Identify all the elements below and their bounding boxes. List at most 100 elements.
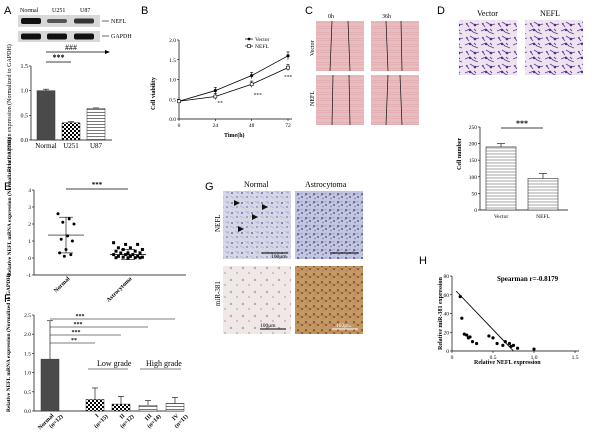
chart-e-point-astro-10 [138, 251, 142, 255]
chart-a-bar-1 [61, 122, 81, 141]
chart-e-point-normal-1 [67, 217, 71, 221]
panel-label-f: F [4, 293, 11, 305]
chart-e-point-astro-1 [124, 242, 128, 246]
panel-label-a: A [4, 5, 12, 17]
chart-e-point-astro-7 [133, 249, 137, 253]
chart-e-ytick-label-0: -1 [26, 273, 31, 279]
chart-e-xtick-label-1: Astrocytoma [106, 276, 133, 303]
chart-b-sig-label-0: ** [217, 100, 223, 106]
chart-h-point-11 [501, 343, 505, 347]
row-label-nefl: NEFL [310, 91, 316, 106]
chart-f-xtick-label-2: II(n=12) [115, 409, 136, 430]
chart-e-ytick-label-2: 1 [28, 239, 31, 245]
row-label-nefl-ihc: NEFL [214, 215, 222, 233]
chart-e-point-astro-20 [133, 256, 137, 260]
chart-e-point-astro-17 [128, 254, 132, 258]
chart-d-ytick-label-4: 200 [469, 142, 478, 148]
panel-g: G Normal Astrocytoma NEFL miR-381 100μm … [205, 180, 363, 334]
scale-bar-label-2: 100μm [260, 323, 276, 329]
row-label-vector: Vector [310, 40, 316, 56]
chart-h-point-7 [475, 341, 479, 346]
chart-h-ytick-label-0: 0 [446, 349, 449, 355]
chart-h-ytick-label-4: 80 [444, 274, 450, 280]
blot-band-nefl-normal [21, 18, 41, 24]
chart-h-point-17 [532, 347, 536, 351]
chart-b-xtick-label-0: 0 [178, 123, 181, 129]
chart-d-ytick-label-2: 100 [469, 175, 478, 181]
column-label-nefl: NEFL [540, 9, 560, 18]
chart-f-sig-label-3: *** [76, 314, 85, 320]
chart-f-xtick-label-4: IV(n=11) [169, 409, 190, 430]
chart-h-point-2 [462, 332, 466, 336]
wound-image-vector-0h [316, 21, 364, 71]
lane-label-normal: Normal [20, 8, 39, 14]
y-axis-label-d: Cell number [457, 137, 463, 170]
chart-a-sig-label-1: *** [53, 53, 65, 62]
chart-f-ytick-label-3: 1.5 [24, 351, 31, 357]
chart-e-point-normal-10 [62, 254, 66, 258]
panel-h: H 0 20 40 60 80 0 0.5 1.0 1.5 Relative miR-381 e… [419, 255, 579, 366]
chart-h-point-12 [503, 340, 507, 344]
chart-e-sig-label: *** [92, 181, 103, 189]
spearman-annotation: Spearman r=-0.8179 [497, 275, 559, 283]
chart-e-ytick-label-1: 0 [28, 256, 31, 262]
scale-bar-label-3: 100μm [336, 323, 352, 329]
blot-band-gapdh-u87 [74, 33, 94, 40]
chart-f-xtick-label-0: Normal(n=12) [37, 409, 64, 436]
y-axis-label-f: Relative NEFL mRNA expression (Normalize… [5, 274, 12, 412]
wound-image-nefl-36h [371, 75, 419, 125]
blot-band-gapdh-normal [21, 33, 41, 40]
chart-e-point-astro-0 [112, 241, 116, 245]
chart-f-xtick-label-1: I(n=15) [89, 409, 110, 430]
chart-h-point-15 [511, 343, 516, 347]
y-axis-label-a: Relative protein expression (Normalized … [6, 44, 13, 172]
chart-e-point-astro-11 [119, 251, 123, 255]
chart-h-fit-line [455, 290, 514, 352]
blot-band-nefl-u251 [47, 19, 67, 23]
low-grade-label: Low grade [97, 359, 132, 368]
chart-h-point-9 [491, 336, 495, 340]
chart-a-sig-arrow [105, 50, 110, 54]
chart-f-bar-2 [111, 403, 131, 412]
chart-d-xtick-label-0: Vector [494, 214, 509, 220]
chart-d-ytick-label-0: 0 [474, 208, 477, 214]
row-label-mir381-ihc: miR-381 [214, 281, 222, 306]
chart-b-legend-label-1: NEFL [255, 44, 269, 50]
chart-f-sig-label-1: *** [72, 330, 81, 336]
chart-e-point-astro-21 [114, 256, 118, 260]
panel-label-h: H [419, 255, 427, 267]
chart-f-bar-1 [85, 399, 105, 412]
chart-e-point-astro-19 [121, 255, 125, 259]
chart-h-ytick-label-2: 40 [444, 312, 450, 318]
y-axis-label-h: Relative miR-381 expression [438, 276, 444, 350]
chart-b-xtick-label-3: 72 [285, 123, 291, 129]
ihc-image-mir381-normal [223, 266, 291, 334]
chart-h-point-8 [487, 334, 491, 338]
chart-h-ytick-label-3: 60 [444, 293, 450, 299]
chart-e-point-astro-5 [140, 248, 144, 251]
chart-h-point-16 [516, 346, 520, 350]
chart-e-point-normal-6 [70, 239, 74, 243]
lane-label-u251: U251 [52, 8, 65, 14]
chart-e-point-normal-2 [61, 220, 65, 224]
chart-d-sig-label: *** [516, 119, 528, 128]
panel-c: C 0h 36h Vector NEFL [305, 5, 419, 126]
y-axis-label-b: Cell viability [151, 77, 157, 110]
time-label-0h: 0h [328, 14, 334, 20]
chart-f-xtick-label-line1-2: II [119, 413, 127, 421]
chart-b-xtick-label-2: 48 [249, 123, 255, 129]
chart-b-legend-marker-1 [247, 44, 251, 48]
chart-a-sig-label-2: ### [65, 43, 77, 52]
panel-a: A Normal U251 U87 NEFL GAPDH 0.0 0.5 1.0 1.… [4, 5, 132, 172]
chart-b-sig-label-1: *** [254, 93, 263, 99]
chart-h-point-3 [465, 333, 469, 337]
chart-b-point-1-0 [177, 99, 181, 104]
blot-band-nefl-u87 [74, 18, 94, 24]
scale-bar-label-1: 100μm [271, 254, 287, 260]
chart-b-series-line-1 [178, 67, 289, 102]
chart-a-ytick-label-3: 1.5 [21, 64, 29, 70]
chart-f-bar-4 [165, 403, 185, 412]
chart-f-xtick-label-line1-4: IV [171, 413, 180, 422]
chart-b-sig-label-2: *** [284, 74, 293, 80]
